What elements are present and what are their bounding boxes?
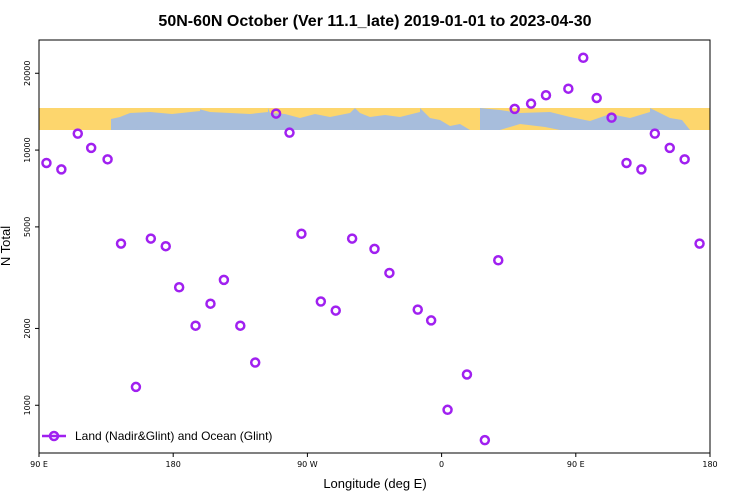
data-point <box>85 142 97 154</box>
data-point <box>249 357 261 368</box>
data-point <box>235 320 246 331</box>
data-point <box>384 267 395 279</box>
data-point <box>425 315 437 326</box>
data-point <box>205 298 216 309</box>
data-point <box>578 52 589 64</box>
y-tick-label: 1000 <box>23 395 32 415</box>
data-point <box>540 90 552 101</box>
data-point <box>621 157 632 169</box>
data-point <box>563 83 574 94</box>
data-point <box>270 108 282 119</box>
data-point <box>461 369 473 380</box>
legend-marker <box>48 430 60 442</box>
x-tick-label: 0 <box>439 460 444 469</box>
data-point <box>41 157 52 169</box>
data-point <box>330 305 341 316</box>
data-point <box>493 255 504 266</box>
legend: Land (Nadir&Glint) and Ocean (Glint) <box>42 429 272 443</box>
data-point <box>369 243 380 255</box>
data-point <box>509 103 520 115</box>
data-point <box>56 164 67 175</box>
x-tick-label: 180 <box>166 460 181 469</box>
data-point <box>591 92 602 104</box>
x-tick-label: 90 E <box>567 460 585 469</box>
data-point <box>694 238 705 249</box>
data-point <box>636 164 647 175</box>
x-tick-label: 90 W <box>297 460 318 469</box>
y-tick-label: 10000 <box>23 137 32 162</box>
x-tick-label: 180 <box>702 460 717 469</box>
data-point <box>649 128 661 139</box>
y-axis-label: N Total <box>0 226 13 266</box>
y-axis: 1000 2000 5000 10000 20000 <box>23 61 39 415</box>
data-point <box>72 128 84 139</box>
data-point <box>679 154 690 165</box>
data-points <box>41 52 705 446</box>
data-point <box>284 127 295 138</box>
data-point <box>190 320 201 331</box>
data-point <box>160 240 171 252</box>
legend-label: Land (Nadir&Glint) and Ocean (Glint) <box>75 429 272 443</box>
y-tick-label: 5000 <box>23 217 32 237</box>
data-point <box>130 381 142 393</box>
data-point <box>479 434 491 446</box>
data-point <box>442 404 453 416</box>
data-point <box>145 233 157 244</box>
data-point <box>412 304 423 315</box>
data-point <box>296 228 307 240</box>
data-point <box>102 154 113 165</box>
plot-area <box>38 39 711 454</box>
x-axis-label: Longitude (deg E) <box>323 476 426 491</box>
chart-title: 50N-60N October (Ver 11.1_late) 2019-01-… <box>158 13 591 30</box>
data-point <box>173 282 185 293</box>
data-point <box>346 233 358 244</box>
map-strip <box>39 108 710 130</box>
data-point <box>315 296 327 307</box>
data-point <box>606 112 617 123</box>
data-point <box>664 142 675 154</box>
y-tick-label: 2000 <box>23 318 32 338</box>
data-point <box>218 274 230 286</box>
y-tick-label: 20000 <box>23 61 32 86</box>
data-point <box>115 238 127 249</box>
data-point <box>525 98 537 109</box>
x-axis: 90 E 180 90 W 0 90 E 180 <box>30 453 718 469</box>
x-tick-label: 90 E <box>30 460 48 469</box>
